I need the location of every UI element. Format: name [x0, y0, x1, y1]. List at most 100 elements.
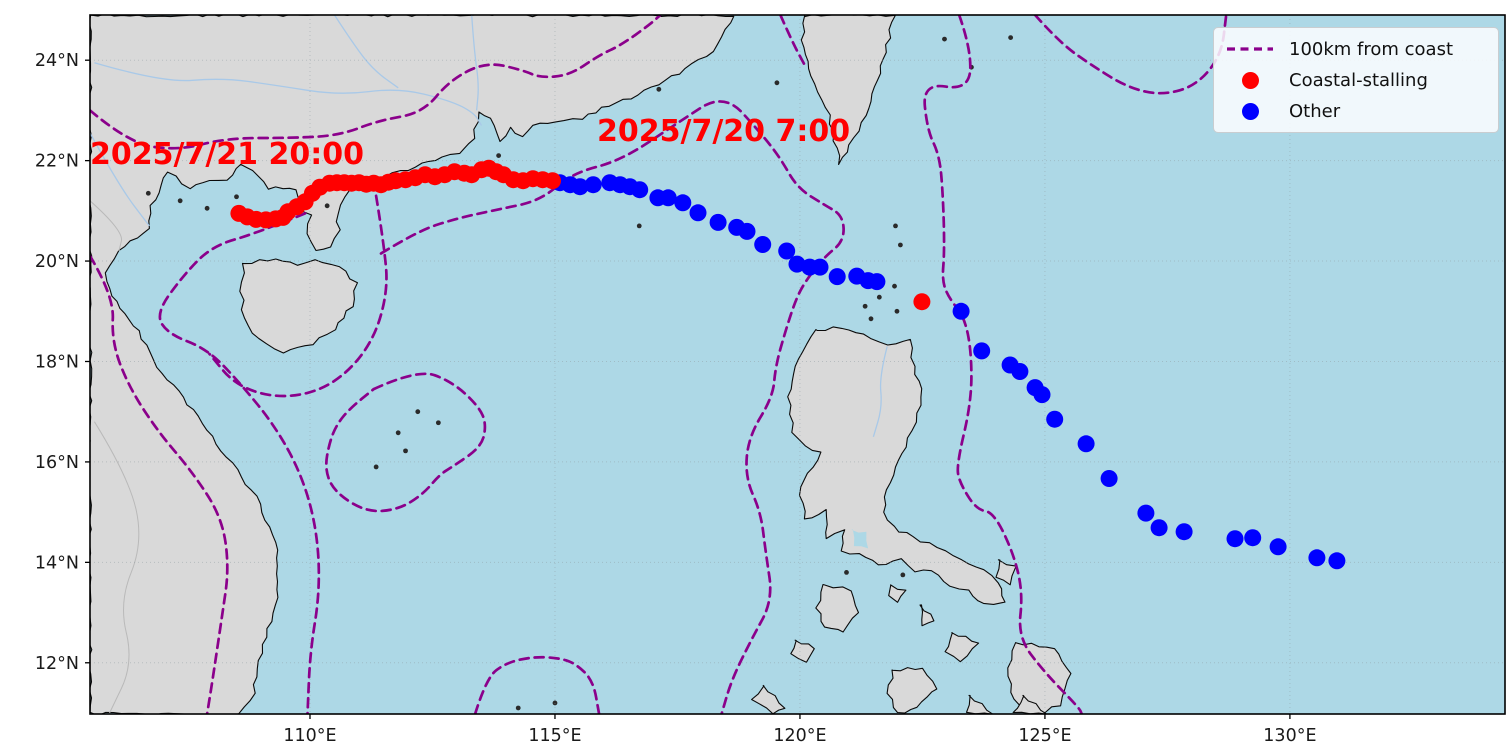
x-tick-label: 120°E	[773, 726, 826, 746]
annotation-date-landfall: 2025/7/21 20:00	[90, 137, 364, 172]
border-line	[93, 421, 140, 714]
lake	[851, 529, 869, 549]
land-polygon	[995, 559, 1017, 586]
track-point-other	[571, 178, 589, 196]
x-tick-label: 130°E	[1263, 726, 1316, 746]
coast-distance-contours	[90, 15, 1228, 714]
contour-100km-line	[90, 254, 229, 714]
small-island	[403, 448, 408, 454]
small-island	[892, 283, 897, 289]
tick-labels: 110°E 115°E 120°E 125°E 130°E 12°N 14°N 16°N 18°…	[35, 51, 1317, 746]
small-island	[496, 153, 502, 159]
river-line	[94, 62, 483, 126]
track-point-other	[1077, 435, 1095, 453]
river-line	[333, 15, 399, 89]
track-point-other	[631, 181, 649, 199]
legend-item-coastal-stalling: Coastal-stalling	[1226, 68, 1484, 92]
small-island	[415, 409, 421, 415]
track-point-other	[584, 176, 602, 194]
contour-100km-line	[158, 212, 321, 714]
river-line	[471, 15, 479, 111]
land-polygon	[965, 694, 994, 714]
small-island	[204, 205, 210, 211]
track-point-other	[952, 302, 970, 320]
axes-frame	[89, 14, 1506, 715]
x-tick-label: 125°E	[1018, 726, 1071, 746]
small-island	[1008, 35, 1014, 40]
contour-100km-line	[923, 15, 1084, 714]
landmasses	[90, 15, 1072, 714]
track-point-other	[1226, 530, 1244, 548]
land-polygon	[815, 583, 860, 633]
land-polygon	[886, 667, 938, 714]
small-island	[893, 223, 898, 229]
small-island	[373, 464, 379, 470]
track-point-other	[1328, 552, 1346, 570]
y-tick-label: 14°N	[35, 553, 79, 573]
track-point-other	[674, 194, 692, 212]
track-point-other	[788, 255, 806, 273]
river-line	[90, 132, 150, 227]
track-point-other	[738, 222, 756, 240]
contour-100km-line	[473, 655, 601, 714]
land-polygon	[790, 639, 815, 663]
legend: 100km from coast Coastal-stalling Other	[1213, 27, 1499, 133]
legend-label: Other	[1289, 100, 1341, 122]
small-island	[515, 705, 521, 711]
track-point-other	[754, 236, 772, 253]
land-polygon	[239, 258, 359, 354]
small-island	[900, 572, 906, 578]
small-island	[636, 223, 642, 229]
x-tick-label: 110°E	[283, 726, 336, 746]
track-points	[230, 159, 1346, 570]
dashed-line-icon	[1226, 45, 1274, 53]
small-island	[234, 194, 239, 200]
track-point-other	[689, 204, 707, 222]
track-point-coastal-stalling	[544, 172, 561, 190]
contour-100km-line	[90, 15, 662, 150]
annotation-date-approach: 2025/7/20 7:00	[597, 114, 851, 149]
contour-100km-line	[379, 100, 845, 714]
y-tick-label: 16°N	[35, 453, 79, 473]
track-point-other	[811, 258, 829, 276]
contour-100km-line	[1033, 15, 1228, 95]
small-island	[868, 316, 874, 322]
small-island	[844, 569, 849, 575]
track-point-coastal-stalling	[913, 293, 931, 311]
legend-label: 100km from coast	[1289, 38, 1454, 60]
small-island	[177, 198, 183, 204]
x-tick-label: 115°E	[528, 726, 581, 746]
small-island	[656, 86, 662, 92]
land-polygon	[888, 584, 907, 603]
small-island	[894, 308, 900, 314]
track-point-other	[1308, 549, 1326, 567]
y-tick-label: 20°N	[35, 252, 79, 272]
small-island	[897, 242, 903, 248]
y-tick-label: 18°N	[35, 352, 79, 372]
track-point-other	[1100, 470, 1118, 487]
track-point-other	[1175, 523, 1193, 541]
small-island	[774, 80, 780, 86]
track-point-other	[1137, 504, 1155, 522]
legend-label: Coastal-stalling	[1289, 69, 1428, 91]
track-point-other	[709, 213, 727, 231]
track-point-other	[1269, 538, 1287, 556]
track-point-other	[778, 242, 796, 260]
track-point-other	[828, 268, 846, 286]
y-tick-label: 24°N	[35, 51, 79, 71]
track-point-other	[973, 342, 991, 360]
contour-100km-line	[779, 15, 807, 67]
river-line	[872, 346, 888, 437]
border-line	[90, 200, 122, 252]
small-island	[435, 420, 441, 426]
small-island	[942, 36, 947, 42]
track-point-other	[868, 273, 886, 291]
blue-dot-icon	[1226, 102, 1274, 120]
contour-100km-line	[208, 194, 388, 398]
small-island	[552, 700, 558, 706]
legend-item-other: Other	[1226, 99, 1484, 123]
small-island	[395, 430, 401, 436]
y-tick-label: 22°N	[35, 152, 79, 172]
track-point-other	[1244, 529, 1262, 547]
